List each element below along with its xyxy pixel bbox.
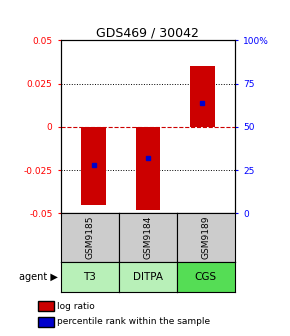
Text: agent ▶: agent ▶ [19,272,58,282]
Bar [190,66,215,127]
Bar [81,127,106,205]
Text: T3: T3 [84,272,96,282]
Text: percentile rank within the sample: percentile rank within the sample [57,318,210,326]
Text: log ratio: log ratio [57,302,94,310]
Text: GSM9185: GSM9185 [85,216,95,259]
Text: CGS: CGS [195,272,217,282]
Title: GDS469 / 30042: GDS469 / 30042 [97,26,199,39]
Text: DITPA: DITPA [133,272,163,282]
Bar [136,127,160,210]
Text: GSM9189: GSM9189 [201,216,211,259]
Text: GSM9184: GSM9184 [143,216,153,259]
